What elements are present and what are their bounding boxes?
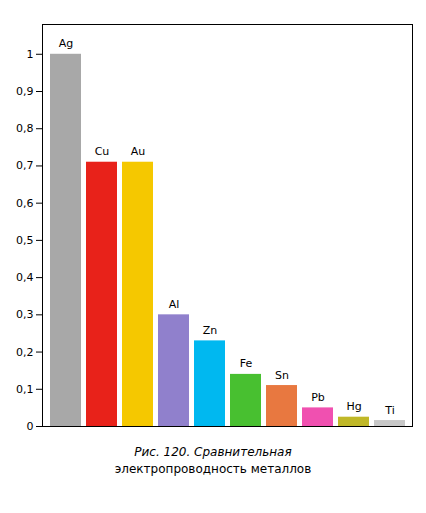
svg-text:0,6: 0,6 — [16, 197, 34, 210]
svg-text:Pb: Pb — [311, 391, 325, 404]
svg-text:Sn: Sn — [275, 369, 289, 382]
svg-text:0,9: 0,9 — [16, 85, 34, 98]
html-text:Рис. 120. Сравнительная: Рис. 120. Сравнительная — [134, 445, 292, 459]
svg-text:0,2: 0,2 — [16, 346, 34, 359]
svg-text:Zn: Zn — [203, 324, 218, 337]
svg-text:Au: Au — [131, 145, 146, 158]
svg-text:0: 0 — [27, 420, 34, 433]
svg-text:Ag: Ag — [59, 37, 74, 50]
svg-text:Al: Al — [169, 298, 180, 311]
svg-text:0,3: 0,3 — [16, 308, 34, 321]
svg-text:Cu: Cu — [95, 145, 110, 158]
svg-text:0,1: 0,1 — [16, 383, 34, 396]
svg-text:0,4: 0,4 — [16, 271, 34, 284]
html-text:электропроводность металлов: электропроводность металлов — [114, 462, 312, 477]
svg-text:1: 1 — [27, 48, 34, 61]
svg-text:0,5: 0,5 — [16, 234, 34, 247]
svg-text:Hg: Hg — [346, 400, 361, 413]
svg-text:Ti: Ti — [384, 404, 394, 417]
svg-text:Fe: Fe — [240, 357, 253, 370]
svg-text:0,8: 0,8 — [16, 122, 34, 135]
svg-text:0,7: 0,7 — [16, 159, 34, 172]
